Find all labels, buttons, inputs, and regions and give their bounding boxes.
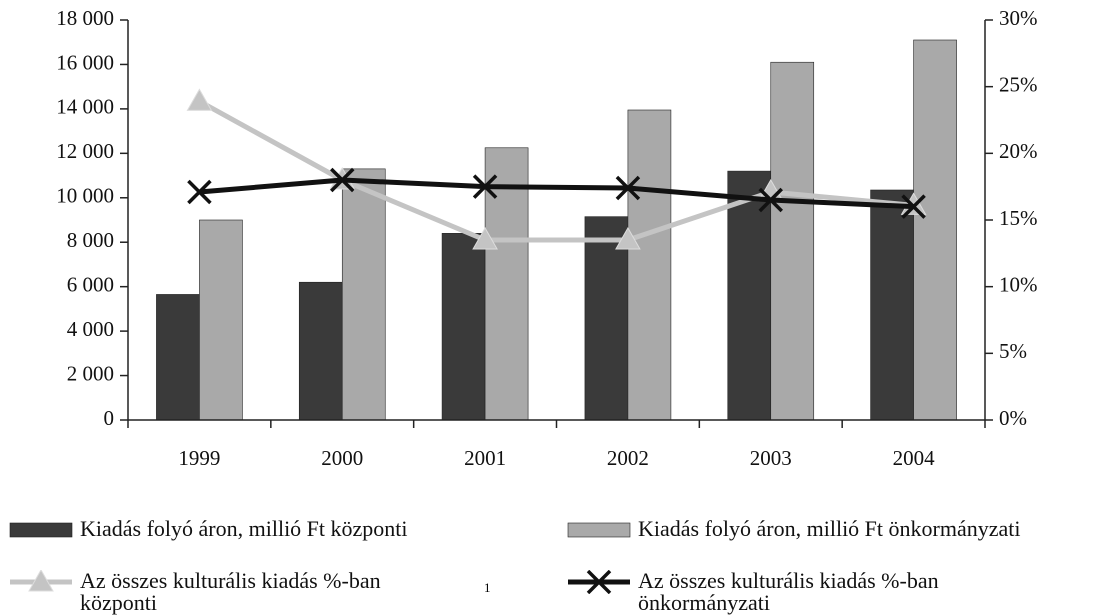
legend-label: Kiadás folyó áron, millió Ft központi <box>80 516 408 541</box>
y-tick-label: 0 <box>104 406 115 430</box>
y2-tick-label: 25% <box>999 72 1038 96</box>
bar <box>727 170 772 421</box>
y-tick-label: 10 000 <box>56 184 114 208</box>
legend-symbol <box>9 522 73 538</box>
bar <box>298 281 343 421</box>
bar <box>156 294 200 421</box>
legend-symbol <box>568 570 630 594</box>
y2-tick-label: 0% <box>999 406 1027 430</box>
legend-label: Kiadás folyó áron, millió Ft önkormányza… <box>638 516 1021 541</box>
marker <box>901 194 926 219</box>
marker <box>615 175 641 201</box>
x-tick-label: 1999 <box>178 446 220 470</box>
bar <box>913 39 957 421</box>
marker <box>187 179 212 205</box>
y2-tick-label: 20% <box>999 139 1038 163</box>
bar <box>770 61 815 421</box>
line <box>199 177 914 210</box>
legend-item: Kiadás folyó áron, millió Ft központi <box>8 518 488 542</box>
marker <box>900 192 927 215</box>
x-tick-label: 2004 <box>893 446 936 470</box>
x-tick-label: 2002 <box>607 446 649 470</box>
legend-symbol <box>10 570 72 592</box>
y2-tick-label: 30% <box>999 6 1038 30</box>
marker <box>586 570 612 594</box>
page-number: 1 <box>484 580 491 595</box>
marker <box>28 570 54 592</box>
y-tick-label: 16 000 <box>56 50 114 74</box>
marker <box>186 88 213 111</box>
x-tick-label: 2000 <box>321 446 363 470</box>
marker <box>758 187 783 213</box>
legend-label: Az összes kulturális kiadás %-ban közpon… <box>80 568 381 615</box>
bar <box>627 109 672 421</box>
marker <box>615 226 641 250</box>
line <box>198 99 914 243</box>
legend-item: Kiadás folyó áron, millió Ft önkormányza… <box>566 518 1096 542</box>
y2-tick-label: 15% <box>999 206 1038 230</box>
y-tick-label: 6 000 <box>67 272 114 296</box>
y2-tick-label: 10% <box>999 272 1038 296</box>
bar <box>584 216 629 421</box>
bar <box>341 168 386 421</box>
bar <box>441 233 486 421</box>
x-tick-label: 2003 <box>750 446 792 470</box>
y-tick-label: 2 000 <box>67 361 114 385</box>
chart: 0 2 000 4 000 6 000 8 000 10 000 12 000 14 000 1… <box>56 6 1038 470</box>
y-tick-label: 18 000 <box>56 6 114 30</box>
x-tick-label: 2001 <box>464 446 506 470</box>
legend-swatch <box>567 522 631 538</box>
marker <box>472 226 498 250</box>
y-tick-label: 8 000 <box>67 228 114 252</box>
y-tick-label: 14 000 <box>56 95 114 119</box>
legend-symbol <box>567 522 631 538</box>
y-tick-label: 12 000 <box>56 139 114 163</box>
y2-tick-label: 5% <box>999 339 1027 363</box>
marker <box>472 174 498 199</box>
y-tick-label: 4 000 <box>67 317 114 341</box>
bar <box>870 189 914 421</box>
legend-swatch <box>9 522 73 538</box>
legend-item: Az összes kulturális kiadás %-ban közpon… <box>8 570 488 614</box>
legend-label: Az összes kulturális kiadás %-ban önkorm… <box>638 568 939 615</box>
marker <box>330 167 355 193</box>
bar <box>199 219 243 421</box>
legend-item: Az összes kulturális kiadás %-ban önkorm… <box>566 570 1096 614</box>
